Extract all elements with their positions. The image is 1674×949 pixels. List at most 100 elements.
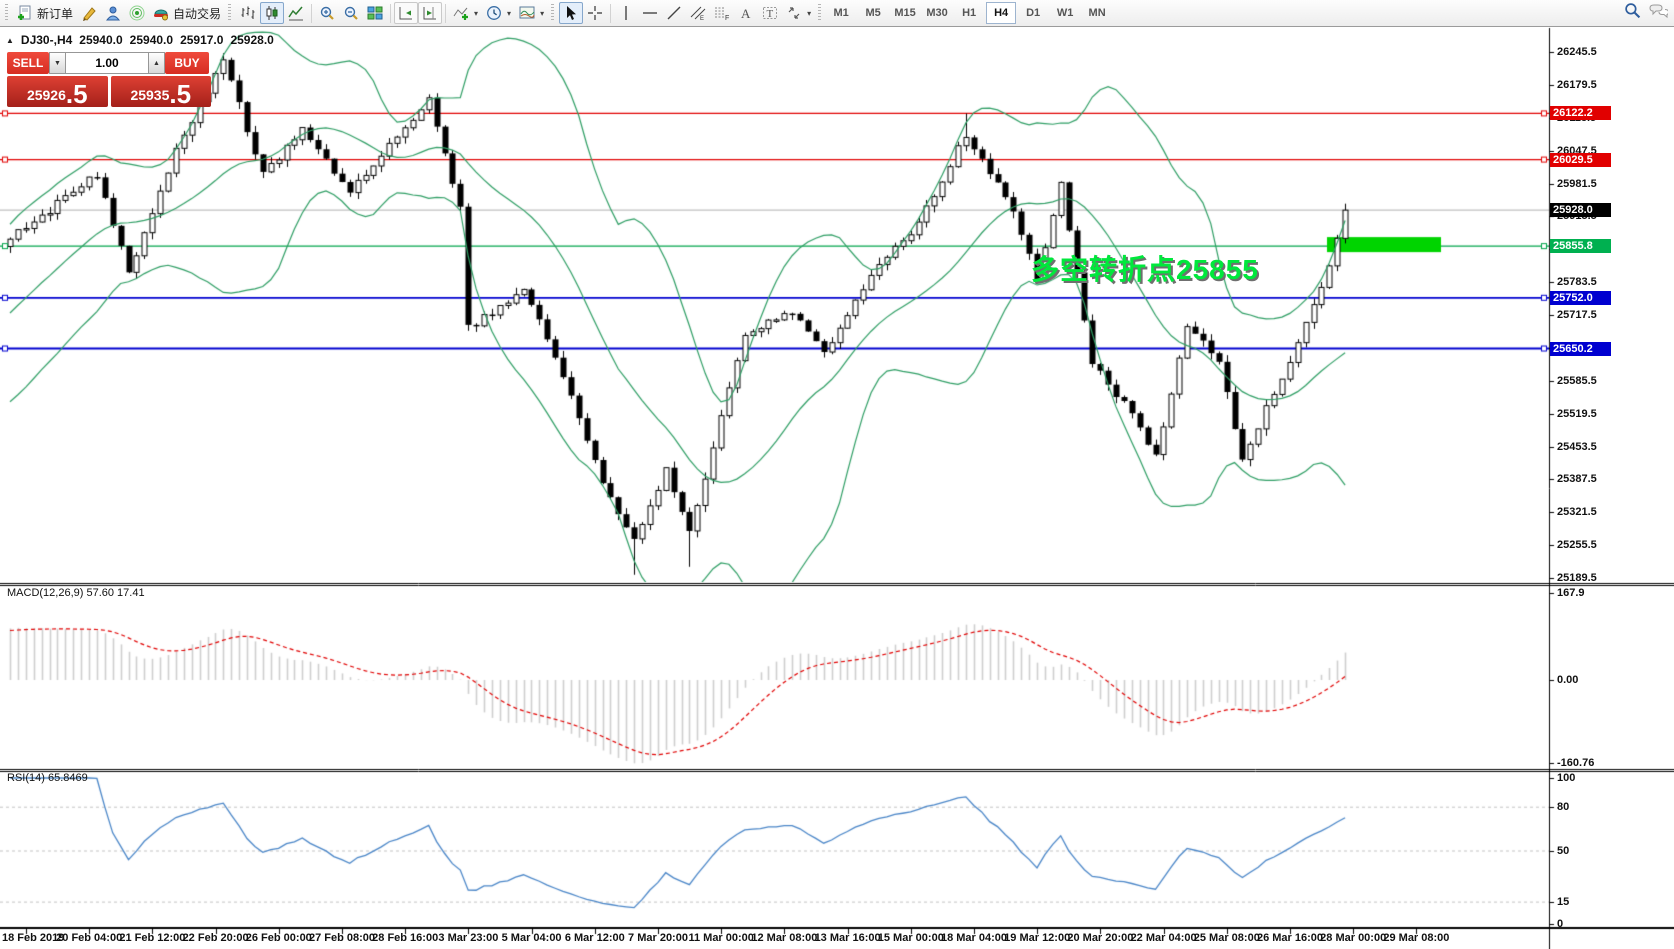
dropdown-caret-icon: ▾ <box>807 8 812 18</box>
timeframe-h1-button[interactable]: H1 <box>962 7 977 19</box>
chart-symbol-period: DJ30-,H4 <box>20 33 73 47</box>
price-axis-tick-label: 25585.5 <box>1557 374 1597 387</box>
ohlc-low: 25917.0 <box>180 33 224 47</box>
fibonacci-button[interactable]: F <box>710 2 734 24</box>
sell-button[interactable]: SELL <box>7 52 49 74</box>
templates-icon <box>519 6 535 19</box>
timeframe-m15-button[interactable]: M15 <box>894 7 916 19</box>
crosshair-icon <box>588 6 603 20</box>
time-axis-label: 12 Mar 08:00 <box>751 932 818 944</box>
timeframe-h4-button[interactable]: H4 <box>986 2 1017 24</box>
time-axis-label: 20 Feb 04:00 <box>56 932 123 944</box>
price-axis-tick-label: 25783.5 <box>1557 276 1597 289</box>
vertical-line-button[interactable] <box>614 2 638 24</box>
sell-price-pips: .5 <box>65 79 88 109</box>
hline-price-tag: 25928.0 <box>1550 203 1611 218</box>
community-button[interactable] <box>101 2 125 24</box>
toolbar-grip[interactable] <box>551 4 555 22</box>
timeframe-w1-button[interactable]: W1 <box>1056 7 1074 19</box>
trendline-button[interactable] <box>662 2 686 24</box>
signals-button[interactable] <box>125 2 149 24</box>
volume-decrease-button[interactable]: ▼ <box>49 52 66 74</box>
metaeditor-button[interactable] <box>77 2 101 24</box>
buy-price-pips: .5 <box>169 79 192 109</box>
auto-scroll-button[interactable] <box>394 2 419 24</box>
time-axis-label: 18 Feb 2019 <box>2 932 65 944</box>
arrow-objects-icon <box>788 7 800 19</box>
auto-scroll-icon <box>399 7 413 20</box>
templates-button[interactable]: ▾ <box>515 2 548 24</box>
sell-price-box[interactable]: 25926 .5 <box>7 76 108 107</box>
time-axis-label: 28 Mar 00:00 <box>1320 932 1387 944</box>
buy-button[interactable]: BUY <box>165 52 209 74</box>
volume-increase-button[interactable]: ▲ <box>148 52 165 74</box>
cursor-button[interactable] <box>559 2 584 24</box>
buy-price-box[interactable]: 25935 .5 <box>110 76 211 109</box>
equidistant-channel-button[interactable]: E <box>686 2 710 24</box>
toolbar: 新订单 自动交易 ▾ ▾ <box>0 0 1674 27</box>
new-order-button[interactable]: 新订单 <box>13 2 77 24</box>
timeframe-mn-button[interactable]: MN <box>1088 7 1106 19</box>
periods-clock-button[interactable]: ▾ <box>482 2 515 24</box>
timeframe-d1-button[interactable]: D1 <box>1026 7 1041 19</box>
chart-text-annotation[interactable]: 多空转折点25855 <box>1031 254 1259 285</box>
text-label-button[interactable]: T <box>758 2 782 24</box>
metaeditor-pencil-icon <box>83 7 96 21</box>
chat-icon[interactable] <box>1649 3 1668 19</box>
time-axis-label: 21 Feb 12:00 <box>119 932 186 944</box>
arrows-button[interactable]: ▾ <box>782 2 815 24</box>
toolbar-grip[interactable] <box>5 4 8 22</box>
crosshair-button[interactable] <box>583 2 607 24</box>
text-button[interactable]: A <box>734 2 758 24</box>
timeframe-m5-button[interactable]: M5 <box>865 7 881 19</box>
dropdown-caret-icon: ▾ <box>540 8 545 18</box>
price-axis-tick-label: 26245.5 <box>1557 46 1597 58</box>
bar-chart-button[interactable] <box>236 2 260 24</box>
tile-windows-button[interactable] <box>363 2 387 24</box>
toolbar-grip[interactable] <box>228 4 232 22</box>
rsi-axis-level-label: 15 <box>1557 896 1570 909</box>
collapse-arrow-icon[interactable]: ▲ <box>6 35 14 45</box>
dropdown-caret-icon: ▾ <box>474 8 479 18</box>
auto-trading-button[interactable]: 自动交易 <box>149 2 225 24</box>
ohlc-high: 25940.0 <box>129 33 174 47</box>
price-axis-tick-label: 25519.5 <box>1557 407 1597 420</box>
rsi-axis-level-label: 80 <box>1557 801 1570 814</box>
hline-price-tag: 26029.5 <box>1550 152 1611 167</box>
indicators-icon <box>453 7 469 20</box>
line-chart-button[interactable] <box>284 2 308 24</box>
macd-label: MACD(12,26,9) 57.60 17.41 <box>7 587 145 599</box>
toolbar-separator <box>390 3 392 23</box>
chart-shift-button[interactable] <box>418 2 443 24</box>
timeframe-m30-button[interactable]: M30 <box>926 7 948 19</box>
horizontal-line-button[interactable] <box>638 2 662 24</box>
price-axis-tick-label: 25321.5 <box>1557 506 1597 519</box>
zoom-in-icon <box>320 6 334 20</box>
profile-person-icon <box>106 6 121 21</box>
trendline-icon <box>667 6 681 20</box>
rsi-label: RSI(14) 65.8469 <box>7 772 88 784</box>
toolbar-grip[interactable] <box>818 4 822 22</box>
toolbar-separator <box>311 3 313 23</box>
new-order-icon <box>18 5 31 20</box>
one-click-trading-panel: SELL ▼ 1.00 ▲ BUY 25926 .5 25935 .5 <box>7 52 211 107</box>
zoom-in-button[interactable] <box>315 2 339 24</box>
buy-price-main: 25935 <box>130 87 170 103</box>
up-arrow-icon: ▲ <box>153 59 160 67</box>
vertical-line-icon <box>625 6 627 20</box>
timeframe-m1-button[interactable]: M1 <box>833 7 849 19</box>
price-axis-tick-label: 25981.5 <box>1557 177 1597 190</box>
price-axis-tick-label: 25189.5 <box>1557 572 1597 584</box>
zoom-out-button[interactable] <box>339 2 363 24</box>
search-icon[interactable] <box>1624 2 1641 19</box>
time-axis-label: 7 Mar 20:00 <box>628 932 688 944</box>
volume-input[interactable]: 1.00 <box>66 52 148 74</box>
indicators-button[interactable]: ▾ <box>449 2 482 24</box>
down-arrow-icon: ▼ <box>54 59 61 67</box>
time-axis-label: 5 Mar 04:00 <box>501 932 562 944</box>
tile-windows-icon <box>367 6 383 20</box>
macd-axis-zero-label: 0.00 <box>1557 674 1579 686</box>
chart-shift-icon <box>423 7 437 20</box>
candlestick-chart-button[interactable] <box>260 2 285 24</box>
